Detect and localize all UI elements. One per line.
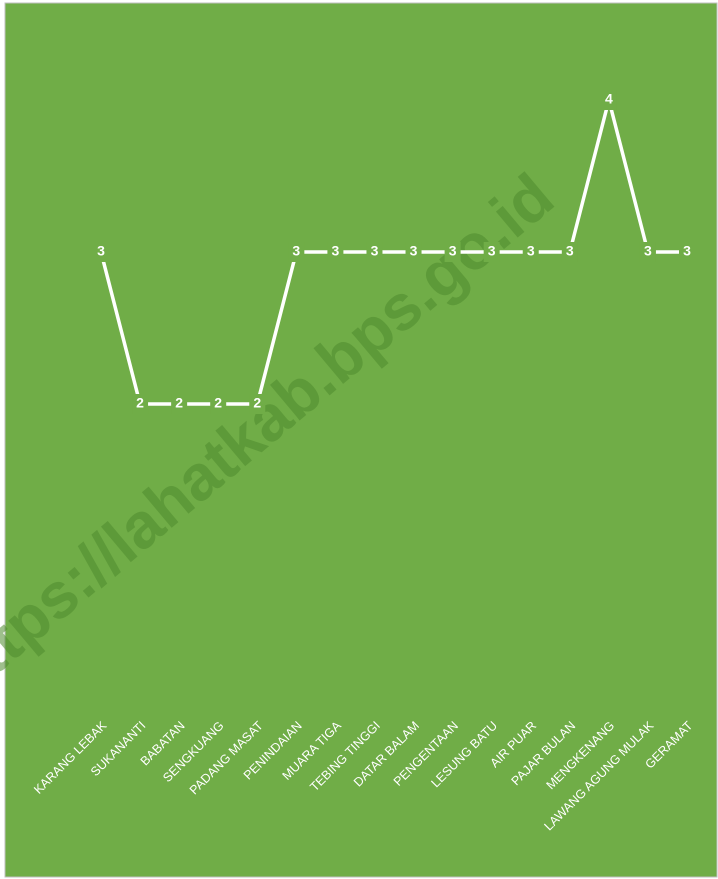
data-label: 4	[605, 91, 613, 107]
data-label: 3	[566, 243, 574, 259]
label-background	[639, 242, 656, 262]
label-background	[171, 394, 188, 414]
plot-background	[4, 2, 718, 878]
data-label: 3	[332, 243, 340, 259]
data-label: 2	[253, 395, 261, 411]
data-label: 3	[683, 243, 691, 259]
label-background	[288, 242, 305, 262]
label-background	[561, 242, 578, 262]
line	[99, 98, 687, 406]
label-background	[600, 90, 617, 110]
data-label: 3	[644, 243, 652, 259]
label-background	[483, 242, 500, 262]
label-background	[249, 394, 266, 414]
label-background	[444, 242, 461, 262]
label-background	[132, 394, 149, 414]
label-background	[366, 242, 383, 262]
label-background	[405, 242, 422, 262]
data-label: 3	[527, 243, 535, 259]
data-label: 3	[488, 243, 496, 259]
label-background	[679, 242, 695, 262]
label-background	[522, 242, 539, 262]
data-label: 3	[292, 243, 300, 259]
data-label: 3	[371, 243, 379, 259]
data-label: 3	[97, 243, 105, 259]
data-label: 2	[136, 395, 144, 411]
data-label: 2	[214, 395, 222, 411]
data-label: 3	[410, 243, 418, 259]
label-background	[327, 242, 344, 262]
label-background	[93, 242, 109, 262]
data-label: 3	[449, 243, 457, 259]
label-background	[210, 394, 227, 414]
data-label: 2	[175, 395, 183, 411]
